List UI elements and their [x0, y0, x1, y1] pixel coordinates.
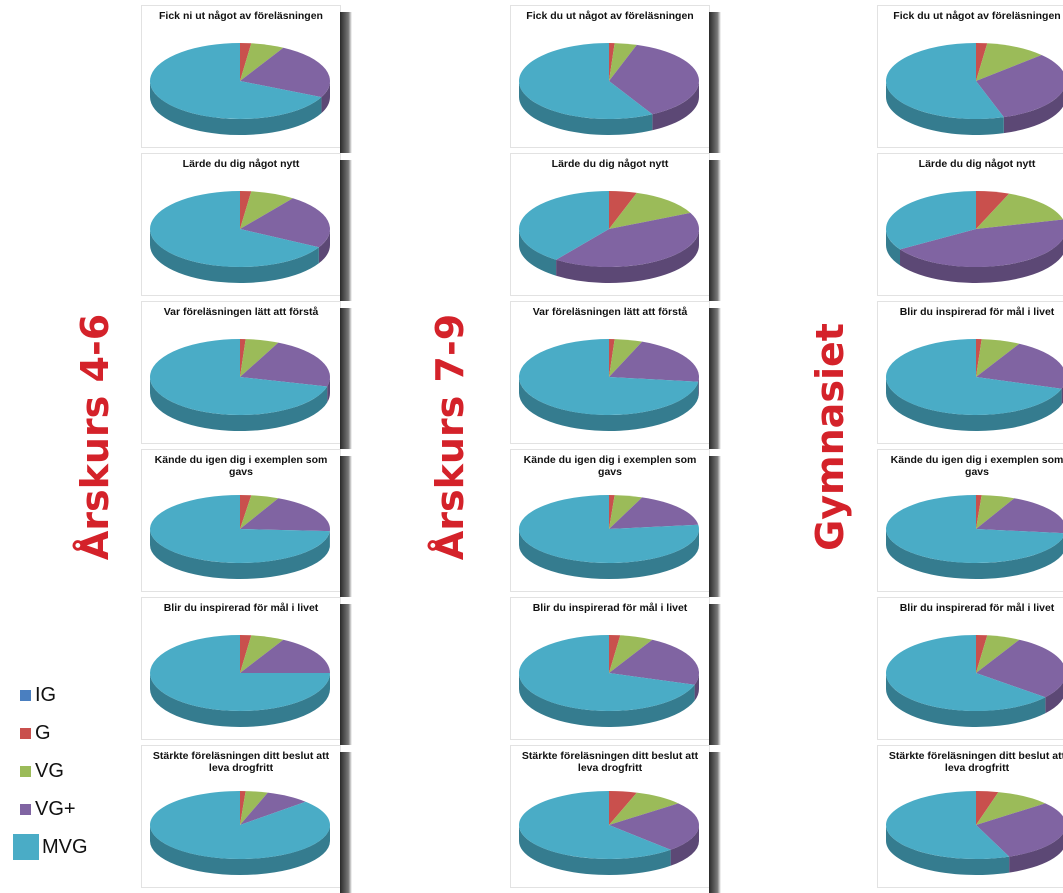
- pie-chart: [878, 619, 1063, 739]
- pie-chart-panel: Var föreläsningen lätt att förstå: [141, 301, 341, 444]
- pie-chart: [142, 175, 342, 295]
- pie-chart-panel: Lärde du dig något nytt: [141, 153, 341, 296]
- legend: IG G VG VG+ MVG: [20, 676, 88, 866]
- chart-title: Kände du igen dig i exemplen som gavs: [142, 454, 340, 478]
- pie-chart-panel: Fick du ut något av föreläsningen: [877, 5, 1063, 148]
- chart-title: Fick ni ut något av föreläsningen: [142, 10, 340, 22]
- pie-chart-panel: Fick ni ut något av föreläsningen: [141, 5, 341, 148]
- chart-title: Var föreläsningen lätt att förstå: [511, 306, 709, 318]
- pie-chart-panel: Lärde du dig något nytt: [510, 153, 710, 296]
- pie-chart: [511, 775, 711, 887]
- pie-chart-panel: Stärkte föreläsningen ditt beslut att le…: [510, 745, 710, 888]
- chart-title: Lärde du dig något nytt: [878, 158, 1063, 170]
- pie-chart-panel: Blir du inspirerad för mål i livet: [510, 597, 710, 740]
- pie-chart: [878, 27, 1063, 147]
- legend-item-g: G: [20, 714, 88, 752]
- legend-label-ig: IG: [35, 684, 56, 707]
- pie-chart: [142, 775, 342, 887]
- chart-title: Kände du igen dig i exemplen som gavs: [878, 454, 1063, 478]
- chart-title: Lärde du dig något nytt: [142, 158, 340, 170]
- pie-chart: [142, 323, 342, 443]
- pie-chart: [878, 479, 1063, 591]
- pie-chart: [142, 479, 342, 591]
- legend-item-vg-plus: VG+: [20, 790, 88, 828]
- group-label: Årskurs 4-6: [73, 314, 117, 560]
- legend-swatch-vg: [20, 766, 31, 777]
- pie-chart-panel: Kände du igen dig i exemplen som gavs: [510, 449, 710, 592]
- chart-title: Var föreläsningen lätt att förstå: [142, 306, 340, 318]
- pie-chart-panel: Lärde du dig något nytt: [877, 153, 1063, 296]
- chart-title: Fick du ut något av föreläsningen: [878, 10, 1063, 22]
- legend-label-vg: VG: [35, 760, 64, 783]
- chart-title: Stärkte föreläsningen ditt beslut att le…: [878, 750, 1063, 774]
- group-label: Gymnasiet: [808, 323, 852, 551]
- chart-title: Stärkte föreläsningen ditt beslut att le…: [511, 750, 709, 774]
- pie-chart: [511, 27, 711, 147]
- group-label: Årskurs 7-9: [428, 314, 472, 560]
- legend-item-vg: VG: [20, 752, 88, 790]
- pie-chart: [142, 27, 342, 147]
- pie-chart: [878, 175, 1063, 295]
- legend-item-ig: IG: [20, 676, 88, 714]
- pie-chart: [878, 323, 1063, 443]
- pie-chart-panel: Stärkte föreläsningen ditt beslut att le…: [877, 745, 1063, 888]
- chart-title: Lärde du dig något nytt: [511, 158, 709, 170]
- legend-label-g: G: [35, 722, 51, 745]
- chart-title: Blir du inspirerad för mål i livet: [878, 306, 1063, 318]
- pie-chart-panel: Blir du inspirerad för mål i livet: [877, 597, 1063, 740]
- pie-chart: [142, 619, 342, 739]
- pie-chart-panel: Fick du ut något av föreläsningen: [510, 5, 710, 148]
- chart-title: Blir du inspirerad för mål i livet: [878, 602, 1063, 614]
- legend-swatch-g: [20, 728, 31, 739]
- legend-item-mvg: MVG: [20, 828, 88, 866]
- pie-chart: [511, 619, 711, 739]
- chart-title: Fick du ut något av föreläsningen: [511, 10, 709, 22]
- legend-label-mvg: MVG: [42, 836, 88, 859]
- pie-chart-panel: Var föreläsningen lätt att förstå: [510, 301, 710, 444]
- pie-chart-panel: Stärkte föreläsningen ditt beslut att le…: [141, 745, 341, 888]
- legend-swatch-mvg: [13, 834, 39, 860]
- pie-chart: [511, 479, 711, 591]
- legend-label-vg-plus: VG+: [35, 798, 76, 821]
- pie-chart-panel: Blir du inspirerad för mål i livet: [877, 301, 1063, 444]
- pie-chart: [511, 323, 711, 443]
- chart-title: Blir du inspirerad för mål i livet: [511, 602, 709, 614]
- pie-chart: [511, 175, 711, 295]
- pie-chart-panel: Kände du igen dig i exemplen som gavs: [141, 449, 341, 592]
- chart-title: Blir du inspirerad för mål i livet: [142, 602, 340, 614]
- pie-chart-panel: Blir du inspirerad för mål i livet: [141, 597, 341, 740]
- legend-swatch-ig: [20, 690, 31, 701]
- pie-chart-panel: Kände du igen dig i exemplen som gavs: [877, 449, 1063, 592]
- legend-swatch-vg-plus: [20, 804, 31, 815]
- chart-title: Stärkte föreläsningen ditt beslut att le…: [142, 750, 340, 774]
- pie-chart: [878, 775, 1063, 887]
- chart-title: Kände du igen dig i exemplen som gavs: [511, 454, 709, 478]
